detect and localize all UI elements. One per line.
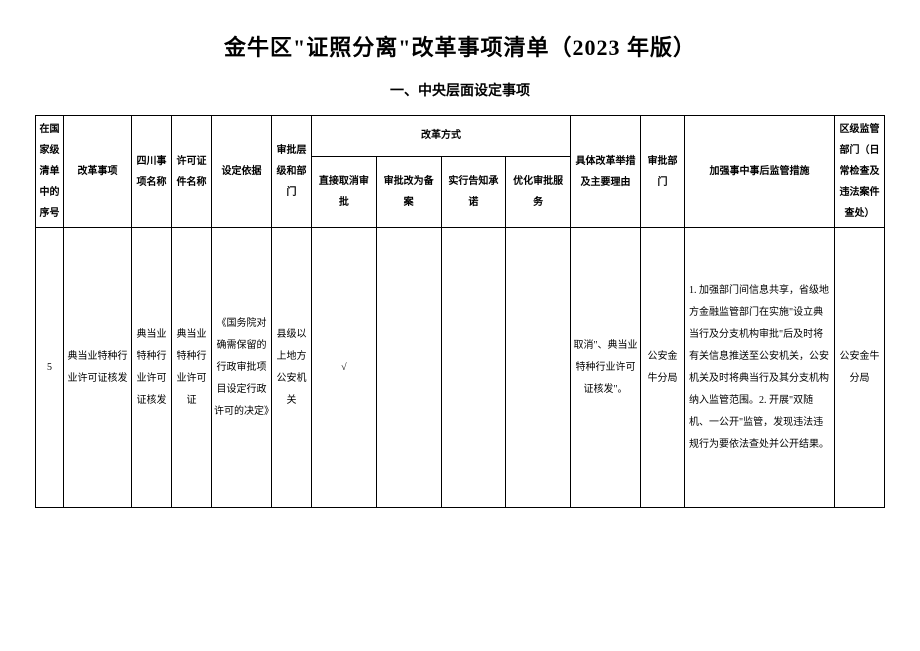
- table-row: 5 典当业特种行业许可证核发 典当业特种行业许可证核发 典当业特种行业许可证 《…: [36, 228, 885, 508]
- header-supervise: 加强事中事后监管措施: [685, 116, 835, 228]
- header-seq: 在国家级清单中的序号: [36, 116, 64, 228]
- header-district: 区级监管部门（日常检查及违法案件查处）: [835, 116, 885, 228]
- header-method-group: 改革方式: [312, 116, 571, 157]
- cell-certname: 典当业特种行业许可证: [172, 228, 212, 508]
- header-certname: 许可证件名称: [172, 116, 212, 228]
- cell-measure: 取消"、典当业特种行业许可证核发"。: [571, 228, 641, 508]
- header-level: 审批层级和部门: [272, 116, 312, 228]
- header-measure: 具体改革举措及主要理由: [571, 116, 641, 228]
- cell-item: 典当业特种行业许可证核发: [64, 228, 132, 508]
- cell-supervise: 1. 加强部门间信息共享，省级地方金融监管部门在实施"设立典当行及分支机构审批"…: [685, 228, 835, 508]
- header-item: 改革事项: [64, 116, 132, 228]
- cell-method-notify: [441, 228, 506, 508]
- document-title: 金牛区"证照分离"改革事项清单（2023 年版）: [35, 30, 885, 62]
- cell-method-optimize: [506, 228, 571, 508]
- document-subtitle: 一、中央层面设定事项: [35, 80, 885, 100]
- header-basis: 设定依据: [212, 116, 272, 228]
- cell-method-cancel: √: [312, 228, 377, 508]
- cell-level: 县级以上地方公安机关: [272, 228, 312, 508]
- header-method-notify: 实行告知承诺: [441, 156, 506, 227]
- cell-method-record: [376, 228, 441, 508]
- cell-dept: 公安金牛分局: [641, 228, 685, 508]
- cell-seq: 5: [36, 228, 64, 508]
- reform-items-table: 在国家级清单中的序号 改革事项 四川事项名称 许可证件名称 设定依据 审批层级和…: [35, 115, 885, 508]
- cell-district: 公安金牛分局: [835, 228, 885, 508]
- header-dept: 审批部门: [641, 116, 685, 228]
- header-method-record: 审批改为备案: [376, 156, 441, 227]
- cell-scname: 典当业特种行业许可证核发: [132, 228, 172, 508]
- header-method-optimize: 优化审批服务: [506, 156, 571, 227]
- header-scname: 四川事项名称: [132, 116, 172, 228]
- header-row-1: 在国家级清单中的序号 改革事项 四川事项名称 许可证件名称 设定依据 审批层级和…: [36, 116, 885, 157]
- cell-basis: 《国务院对确需保留的行政审批项目设定行政许可的决定》: [212, 228, 272, 508]
- header-method-cancel: 直接取消审批: [312, 156, 377, 227]
